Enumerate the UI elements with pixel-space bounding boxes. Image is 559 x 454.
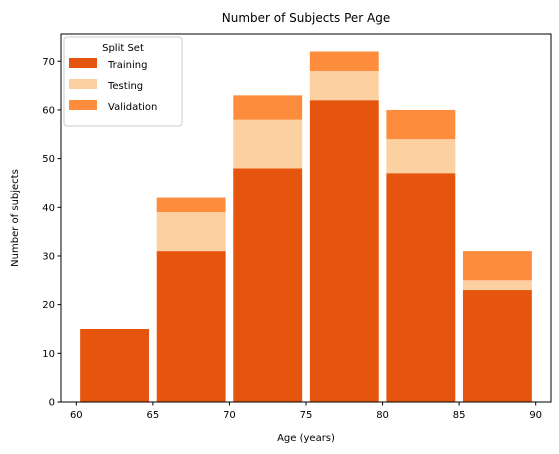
bar-training-85-90 — [462, 290, 532, 402]
bar-validation-85-90 — [462, 251, 532, 281]
legend: Split Set Training Testing Validation — [63, 36, 183, 127]
bar-training-75-80 — [309, 100, 379, 403]
legend-swatch-validation — [69, 100, 97, 110]
y-tick-label: 60 — [42, 105, 55, 116]
bar-validation-65-70 — [156, 197, 226, 213]
x-tick-label: 90 — [529, 410, 542, 421]
x-tick-label: 70 — [223, 410, 236, 421]
x-axis-label: Age (years) — [277, 433, 335, 444]
legend-items: Training Testing Validation — [69, 58, 157, 113]
bar-testing-80-85 — [386, 139, 456, 174]
legend-label-testing: Testing — [107, 81, 143, 92]
bars-group — [80, 51, 532, 403]
bar-testing-65-70 — [156, 212, 226, 252]
x-ticks: 60 65 70 75 80 85 90 — [70, 402, 542, 421]
bar-training-60-65 — [80, 328, 150, 402]
x-tick-label: 85 — [453, 410, 466, 421]
y-tick-label: 70 — [42, 57, 55, 68]
x-tick-label: 65 — [147, 410, 160, 421]
bar-training-65-70 — [156, 251, 226, 402]
bar-testing-85-90 — [462, 280, 532, 291]
y-tick-label: 20 — [42, 300, 55, 311]
y-tick-label: 50 — [42, 154, 55, 165]
y-tick-label: 30 — [42, 251, 55, 262]
legend-label-training: Training — [107, 60, 147, 71]
bar-training-70-75 — [233, 168, 303, 402]
bar-validation-75-80 — [309, 51, 379, 71]
y-tick-label: 40 — [42, 203, 55, 214]
y-ticks: 0 10 20 30 40 50 60 70 — [42, 57, 61, 409]
chart-title: Number of Subjects Per Age — [222, 11, 390, 25]
bar-training-80-85 — [386, 173, 456, 402]
legend-swatch-training — [69, 58, 97, 68]
bar-validation-80-85 — [386, 109, 456, 140]
bar-testing-75-80 — [309, 70, 379, 101]
legend-title: Split Set — [102, 43, 144, 54]
x-tick-label: 75 — [300, 410, 313, 421]
y-tick-label: 0 — [49, 398, 55, 409]
y-axis-label: Number of subjects — [10, 169, 21, 267]
legend-swatch-testing — [69, 79, 97, 89]
y-tick-label: 10 — [42, 349, 55, 360]
x-tick-label: 60 — [70, 410, 83, 421]
bar-validation-70-75 — [233, 95, 303, 120]
x-tick-label: 80 — [376, 410, 389, 421]
bar-testing-70-75 — [233, 119, 303, 169]
legend-label-validation: Validation — [108, 102, 157, 113]
